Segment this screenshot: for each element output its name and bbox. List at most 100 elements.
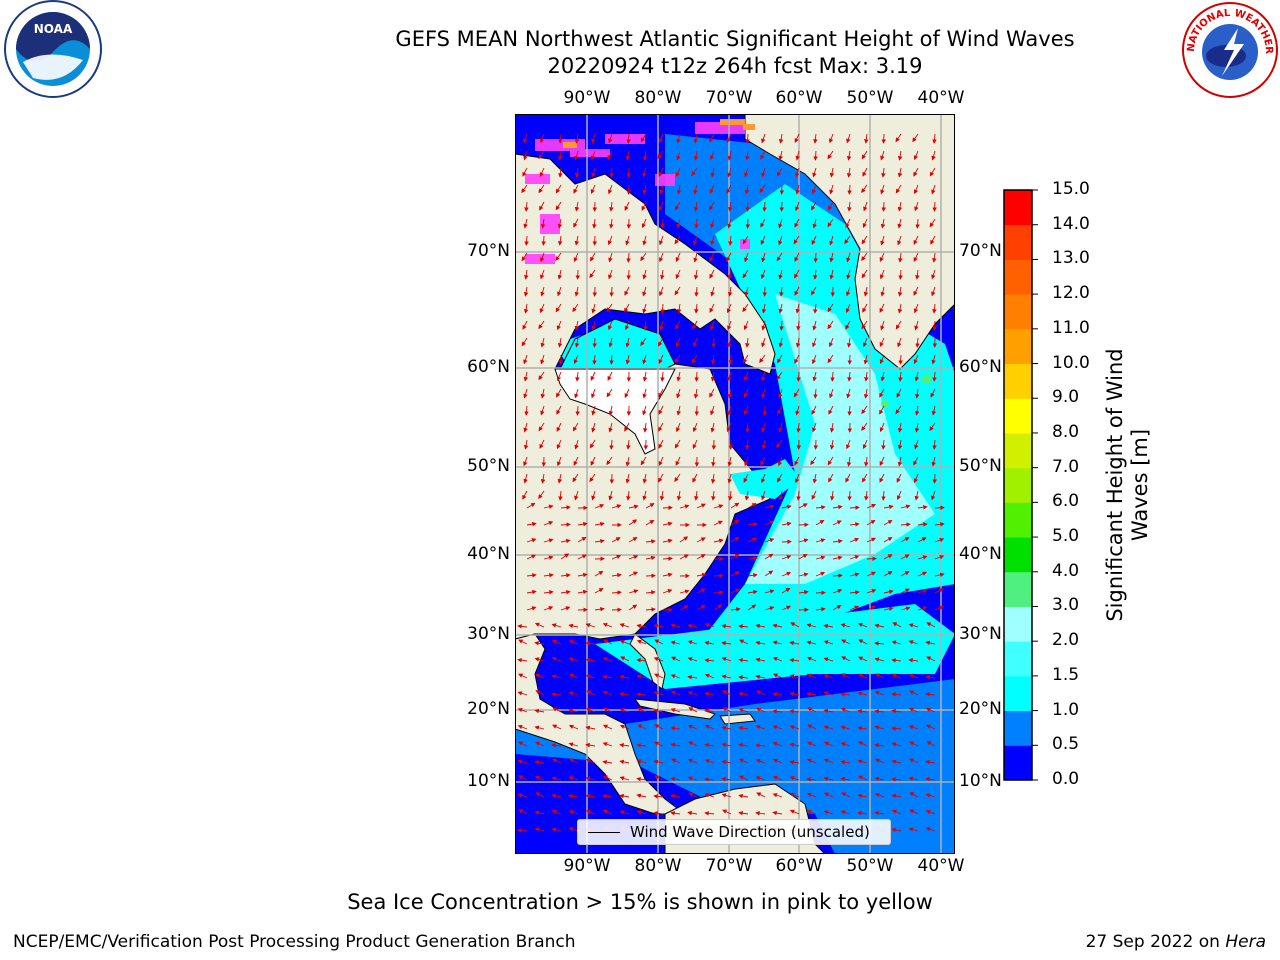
direction-arrow [709,184,715,194]
direction-arrow [675,167,681,178]
direction-arrow [778,133,784,144]
direction-arrow [883,504,894,510]
lon-label-bottom: 70°W [705,856,753,876]
direction-arrow [815,538,826,543]
direction-arrow [932,371,937,382]
direction-arrow [568,708,579,713]
direction-arrow [602,809,613,815]
direction-arrow [640,133,647,143]
direction-arrow [776,167,783,177]
direction-arrow [755,640,766,646]
direction-arrow [611,572,622,578]
direction-arrow [574,150,579,161]
direction-arrow [858,673,868,679]
direction-arrow [845,320,851,330]
direction-arrow [693,252,698,263]
colorbar-segment [1004,259,1032,295]
direction-arrow [625,456,631,467]
direction-arrow [900,588,910,594]
direction-arrow [538,490,545,500]
direction-arrow [693,184,698,195]
direction-arrow [779,286,784,297]
direction-arrow [900,504,911,509]
direction-arrow [932,252,937,263]
direction-arrow [628,504,639,509]
direction-arrow [857,759,868,764]
direction-arrow [557,150,563,161]
direction-arrow [642,167,647,178]
direction-arrow [540,388,546,399]
direction-arrow [914,320,919,331]
direction-arrow [823,691,834,696]
direction-arrow [551,793,562,799]
direction-arrow [551,743,562,748]
direction-arrow [727,456,732,467]
direction-arrow [812,473,818,484]
direction-arrow [932,201,937,212]
direction-arrow [925,724,936,730]
lat-label-left: 30°N [467,624,510,644]
direction-arrow [908,657,919,663]
direction-arrow [658,201,664,212]
direction-arrow [526,589,537,595]
direction-arrow [832,573,843,578]
direction-arrow [730,502,740,509]
direction-arrow [574,133,580,144]
direction-arrow [845,439,851,450]
direction-arrow [642,286,647,297]
direction-arrow [710,218,715,229]
direction-arrow [591,320,596,331]
direction-arrow [540,473,546,484]
colorbar-tick-label: 0.5 [1052,734,1080,755]
direction-arrow [534,622,545,628]
direction-arrow [931,150,936,161]
direction-arrow [900,606,911,611]
direction-arrow [914,201,919,212]
direction-arrow [866,503,877,509]
direction-arrow [526,502,536,509]
direction-arrow [755,674,766,680]
direction-arrow [573,354,579,365]
direction-arrow [619,674,630,680]
direction-arrow [589,269,596,279]
direction-arrow [609,439,614,450]
direction-arrow [675,456,681,466]
direction-arrow [727,269,733,280]
direction-arrow [592,337,597,348]
map-title: GEFS MEAN Northwest Atlantic Significant… [395,27,1075,51]
direction-arrow [606,456,613,466]
direction-arrow [585,758,596,764]
direction-arrow [755,776,766,781]
direction-arrow [926,656,936,662]
direction-arrow [713,520,723,526]
direction-arrow [806,623,817,628]
direction-arrow [789,725,800,730]
direction-arrow [523,422,528,433]
direction-arrow [874,742,885,748]
direction-arrow [696,537,706,543]
direction-arrow [675,337,681,348]
direction-arrow [747,503,757,509]
direction-arrow [864,371,869,382]
direction-arrow [764,538,775,543]
direction-arrow [897,235,902,246]
direction-arrow [568,724,579,730]
colorbar-segment [1004,328,1032,365]
direction-arrow [925,827,936,832]
direction-arrow [526,606,537,611]
direction-arrow [744,490,750,501]
direction-arrow [691,354,698,364]
direction-arrow [591,303,596,314]
direction-arrow [594,521,605,527]
direction-arrow [636,674,647,679]
direction-arrow [611,590,622,595]
lon-label-top: 80°W [634,88,682,108]
direction-arrow [832,588,843,594]
direction-arrow [795,167,800,178]
direction-arrow [914,405,920,416]
direction-arrow [874,792,885,798]
direction-arrow [625,150,631,161]
direction-arrow [670,726,681,731]
direction-arrow [522,490,528,500]
direction-arrow [858,656,868,662]
